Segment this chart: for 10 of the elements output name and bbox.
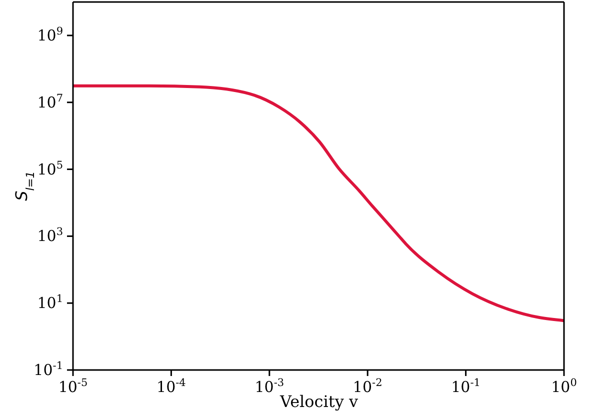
x-tick-label: 10$^{0}$ bbox=[551, 377, 577, 396]
y-tick-label: 10$^{9}$ bbox=[37, 25, 63, 44]
y-tick-label: 10$^{3}$ bbox=[37, 226, 63, 246]
y-tick-label: 10$^{1}$ bbox=[37, 293, 63, 312]
y-tick-label: 10$^{7}$ bbox=[37, 92, 63, 112]
x-tick-label: 10$^{-5}$ bbox=[58, 377, 88, 396]
x-tick-label: 10$^{-1}$ bbox=[451, 377, 480, 396]
x-tick-label: 10$^{-4}$ bbox=[156, 377, 186, 396]
y-tick-label: 10$^{-1}$ bbox=[34, 360, 63, 379]
y-tick-label: 10$^{5}$ bbox=[37, 159, 63, 178]
